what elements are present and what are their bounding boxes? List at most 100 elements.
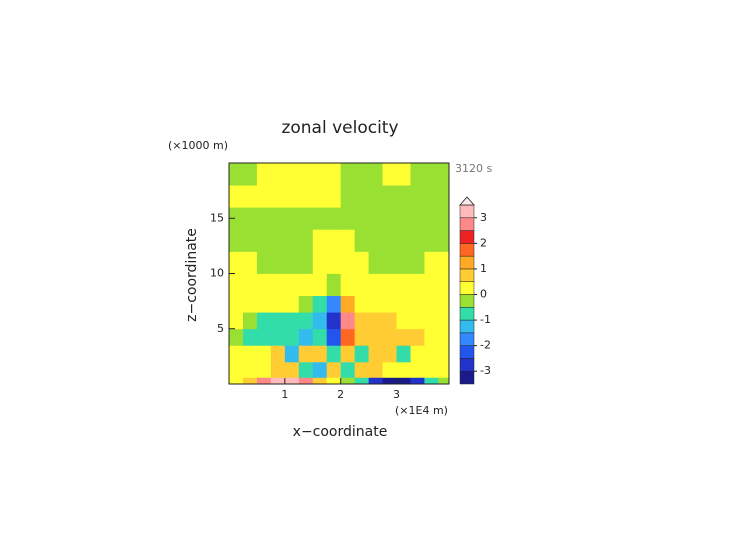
colorbar-band xyxy=(459,332,475,346)
cell xyxy=(340,229,356,252)
cell xyxy=(242,229,258,252)
chart-title: zonal velocity xyxy=(281,118,398,138)
cell xyxy=(270,273,286,296)
cell xyxy=(270,377,286,385)
cell xyxy=(354,295,369,313)
cell xyxy=(229,207,244,230)
cell xyxy=(284,163,300,186)
cell xyxy=(424,345,439,363)
cell xyxy=(340,295,356,313)
colorbar-band xyxy=(459,370,475,385)
cell xyxy=(229,185,244,208)
colorbar-band xyxy=(459,230,475,244)
cell xyxy=(354,163,369,186)
cell xyxy=(438,295,450,313)
colorbar-band xyxy=(459,243,475,257)
cell xyxy=(256,361,272,378)
cell xyxy=(284,251,300,274)
cell xyxy=(284,229,300,252)
cell xyxy=(326,345,342,363)
colorbar-extension xyxy=(459,196,475,206)
cell xyxy=(242,207,258,230)
cell xyxy=(340,361,356,378)
cell xyxy=(229,377,244,385)
y-axis-label: z−coordinate xyxy=(184,228,200,322)
cell xyxy=(284,345,300,363)
cell xyxy=(298,163,314,186)
cell xyxy=(396,207,411,230)
cell xyxy=(284,185,300,208)
cell xyxy=(284,312,300,330)
cell xyxy=(396,229,411,252)
cell xyxy=(424,207,439,230)
cell xyxy=(270,328,286,346)
cell xyxy=(424,361,439,378)
x-tick-label: 2 xyxy=(337,388,344,401)
cell xyxy=(396,361,411,378)
cell xyxy=(354,251,369,274)
cell xyxy=(368,207,383,230)
colorbar-band xyxy=(459,319,475,334)
cell xyxy=(312,377,328,385)
cell xyxy=(368,345,383,363)
cell xyxy=(270,345,286,363)
y-tick-label: 5 xyxy=(217,322,224,335)
cell xyxy=(326,273,342,296)
cell xyxy=(326,229,342,252)
cell xyxy=(438,377,450,385)
cell xyxy=(326,251,342,274)
cell xyxy=(270,185,286,208)
cell xyxy=(424,273,439,296)
cell xyxy=(410,328,425,346)
cell xyxy=(424,251,439,274)
cell xyxy=(438,229,450,252)
cell xyxy=(284,273,300,296)
cell xyxy=(382,207,397,230)
colorbar-band xyxy=(459,307,475,321)
cell xyxy=(396,312,411,330)
cell xyxy=(396,273,411,296)
cell xyxy=(340,345,356,363)
cell xyxy=(410,312,425,330)
cell xyxy=(410,273,425,296)
cell xyxy=(396,251,411,274)
cell xyxy=(298,345,314,363)
cell xyxy=(312,295,328,313)
cell xyxy=(438,312,450,330)
cell xyxy=(284,361,300,378)
cell xyxy=(242,163,258,186)
cell xyxy=(326,361,342,378)
cell xyxy=(340,163,356,186)
x-axis-label: x−coordinate xyxy=(293,424,388,440)
cell xyxy=(229,328,244,346)
cell xyxy=(229,251,244,274)
cell xyxy=(340,251,356,274)
colorbar-tick-label: -3 xyxy=(480,364,491,377)
cell xyxy=(340,328,356,346)
colorbar-tick-label: 0 xyxy=(480,288,487,301)
cell xyxy=(368,361,383,378)
cell xyxy=(382,185,397,208)
cell xyxy=(424,377,439,385)
cell xyxy=(410,185,425,208)
cell xyxy=(368,185,383,208)
cell xyxy=(368,229,383,252)
cell xyxy=(368,251,383,274)
cell xyxy=(438,163,450,186)
cell xyxy=(284,207,300,230)
cell xyxy=(368,295,383,313)
cell xyxy=(298,273,314,296)
cell xyxy=(298,185,314,208)
cell xyxy=(256,207,272,230)
cell xyxy=(229,273,244,296)
cell xyxy=(438,361,450,378)
cell xyxy=(312,251,328,274)
cell xyxy=(312,207,328,230)
cell xyxy=(312,229,328,252)
cell xyxy=(410,361,425,378)
colorbar-tick-label: -2 xyxy=(480,339,491,352)
cell xyxy=(242,312,258,330)
colorbar-tick-label: 1 xyxy=(480,262,487,275)
cell xyxy=(229,312,244,330)
